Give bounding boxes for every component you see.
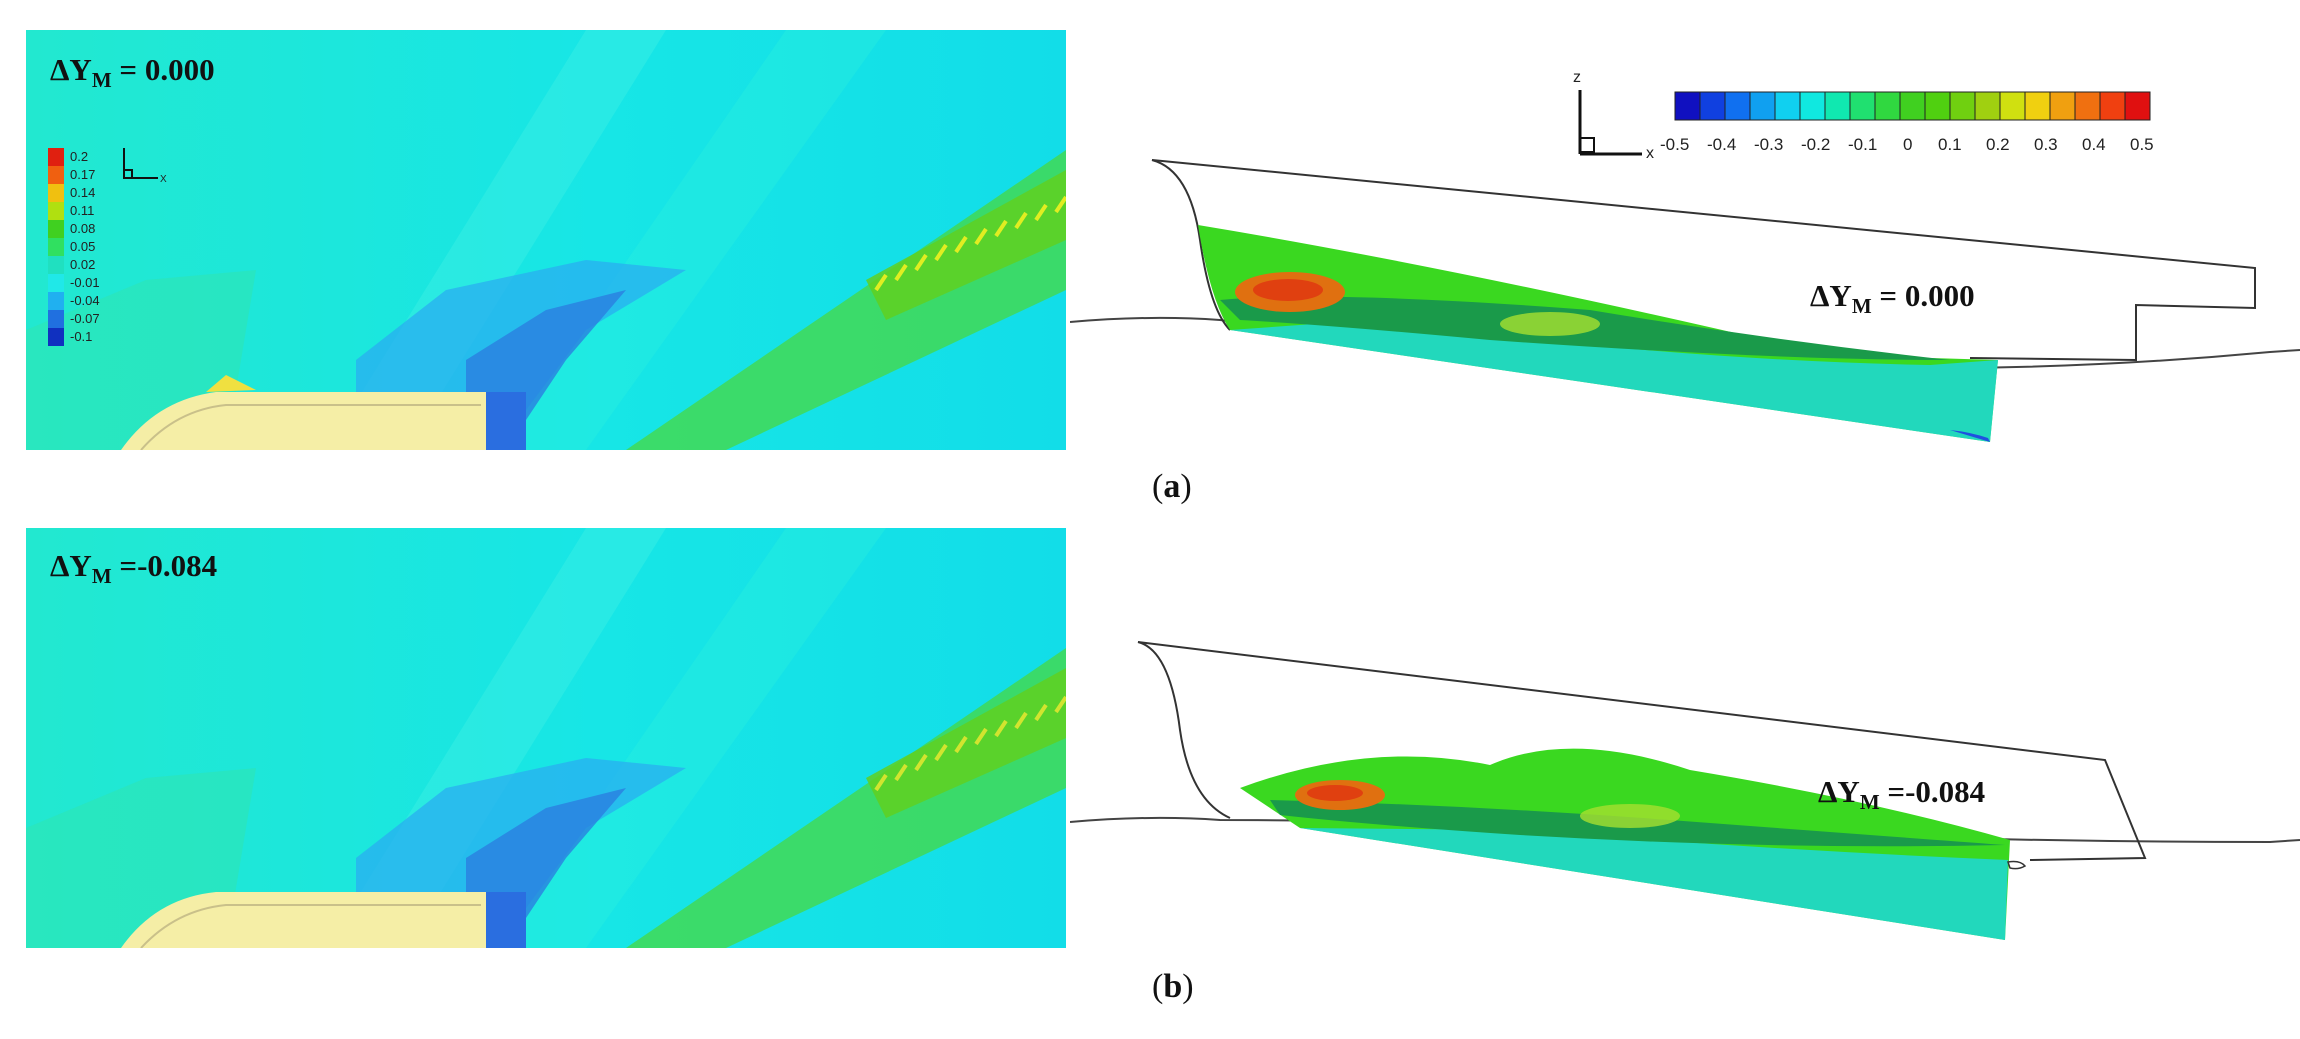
- pressure-colorbar-tick: 0.2: [1986, 135, 2010, 154]
- wave-legend-level: 0.05: [70, 239, 95, 254]
- wave-legend-level: 0.11: [70, 203, 94, 218]
- wave-contour-plot-b: [26, 528, 1066, 948]
- hull-pressure-plot-a: [1070, 60, 2300, 460]
- wave-legend-level: 0.14: [70, 185, 95, 200]
- hull-pressure-plot-b: [1070, 560, 2300, 960]
- wave-axis-x: X: [160, 174, 167, 185]
- pressure-colorbar-tick: 0: [1903, 135, 1912, 154]
- caption-b: (b): [1152, 968, 1194, 1005]
- pressure-colorbar-tick: 0.3: [2034, 135, 2058, 154]
- pressure-colorbar-tick: 0.1: [1938, 135, 1962, 154]
- wave-legend-level: 0.17: [70, 167, 95, 182]
- hull-case-label-a: ΔYM = 0.000: [1810, 278, 1975, 318]
- wave-legend-level: 0.2: [70, 149, 88, 164]
- pressure-colorbar-tick: 0.5: [2130, 135, 2154, 154]
- wave-legend-swatches: [48, 148, 64, 346]
- wave-legend-level: 0.08: [70, 221, 95, 236]
- caption-a: (a): [1152, 468, 1192, 505]
- wave-case-label-a: ΔYM = 0.000: [50, 52, 215, 92]
- wave-legend-level: -0.1: [70, 329, 92, 344]
- pressure-colorbar: z x -0.5 -0.4 -0.3: [1570, 62, 2190, 162]
- pressure-axis-x: x: [1646, 145, 1654, 162]
- pressure-colorbar-swatches: [1674, 91, 2151, 121]
- pressure-colorbar-tick: -0.5: [1660, 135, 1689, 154]
- wave-elevation-legend: 0.2 0.17 0.14 0.11 0.08 0.05 0.02 -0.01 …: [46, 136, 167, 358]
- wave-legend-level: -0.04: [70, 293, 100, 308]
- wave-axis-triad-icon: [123, 138, 158, 179]
- pressure-axis-z: z: [1573, 69, 1581, 86]
- pressure-colorbar-tick: -0.2: [1801, 135, 1830, 154]
- wave-legend-level: 0.02: [70, 257, 95, 272]
- wave-contour-plot-a: [26, 30, 1066, 450]
- wave-case-label-b: ΔYM =-0.084: [50, 548, 218, 588]
- hull-case-label-b: ΔYM =-0.084: [1818, 774, 1986, 814]
- wave-legend-level: -0.01: [70, 275, 100, 290]
- pressure-colorbar-tick: -0.1: [1848, 135, 1877, 154]
- wave-legend-level: -0.07: [70, 311, 100, 326]
- pressure-colorbar-tick: -0.3: [1754, 135, 1783, 154]
- pressure-colorbar-tick: 0.4: [2082, 135, 2106, 154]
- pressure-axis-triad-icon: [1578, 90, 1642, 156]
- pressure-colorbar-tick: -0.4: [1707, 135, 1736, 154]
